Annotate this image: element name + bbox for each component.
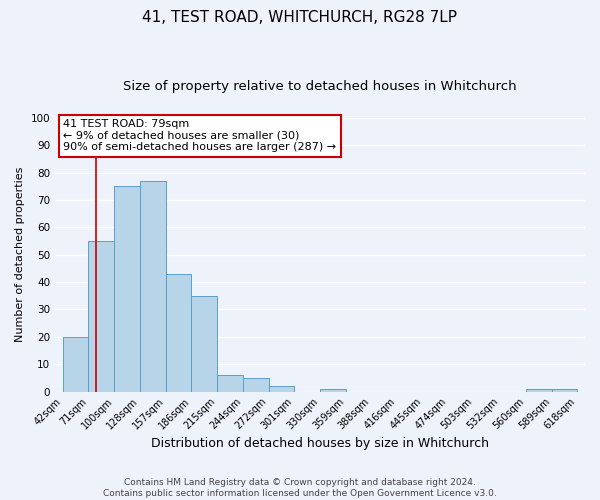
Bar — [243, 378, 269, 392]
Bar — [526, 389, 551, 392]
Text: 41 TEST ROAD: 79sqm
← 9% of detached houses are smaller (30)
90% of semi-detache: 41 TEST ROAD: 79sqm ← 9% of detached hou… — [63, 119, 336, 152]
Bar — [140, 181, 166, 392]
Bar — [114, 186, 140, 392]
Bar — [551, 389, 577, 392]
Text: Contains HM Land Registry data © Crown copyright and database right 2024.
Contai: Contains HM Land Registry data © Crown c… — [103, 478, 497, 498]
X-axis label: Distribution of detached houses by size in Whitchurch: Distribution of detached houses by size … — [151, 437, 489, 450]
Title: Size of property relative to detached houses in Whitchurch: Size of property relative to detached ho… — [123, 80, 517, 93]
Bar — [269, 386, 294, 392]
Y-axis label: Number of detached properties: Number of detached properties — [15, 167, 25, 342]
Bar — [88, 241, 114, 392]
Bar — [191, 296, 217, 392]
Bar — [63, 337, 88, 392]
Text: 41, TEST ROAD, WHITCHURCH, RG28 7LP: 41, TEST ROAD, WHITCHURCH, RG28 7LP — [143, 10, 458, 25]
Bar — [166, 274, 191, 392]
Bar — [320, 389, 346, 392]
Bar — [217, 375, 243, 392]
